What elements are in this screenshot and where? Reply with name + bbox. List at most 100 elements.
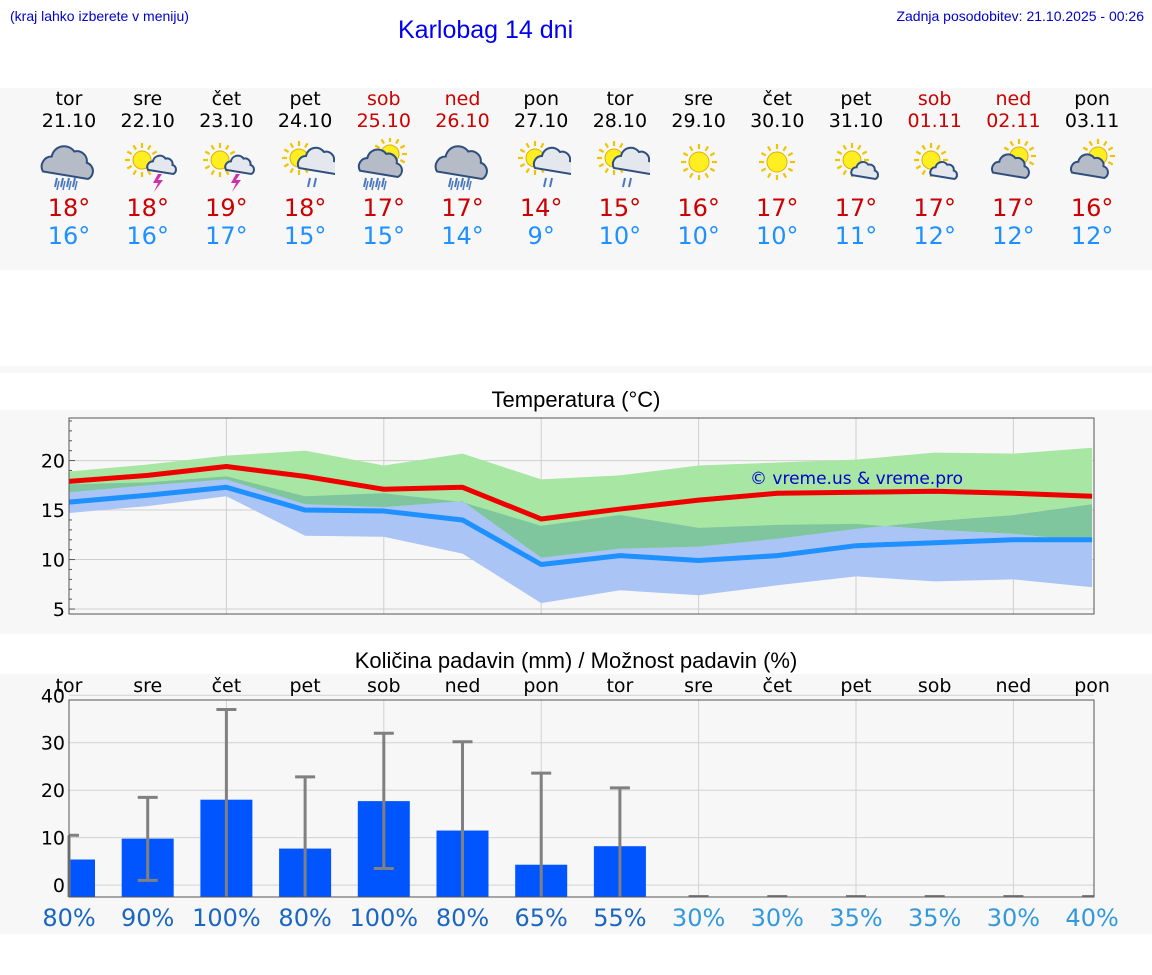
precip-probability: 55% [593, 904, 646, 932]
sun-cloud-rain-icon [596, 141, 650, 188]
temp-y-tick-label: 15 [41, 500, 65, 522]
precip-probability: 80% [42, 904, 95, 932]
precip-probability: 35% [908, 904, 961, 932]
cloud-shape [533, 146, 572, 176]
cloud-rain-icon [40, 145, 94, 191]
min-temp-line [68, 484, 1093, 568]
chart-watermark: © vreme.us & vreme.pro [750, 469, 963, 489]
day-name: pet [289, 88, 321, 110]
temp-max: 18° [47, 194, 91, 222]
precip-probability: 40% [1065, 904, 1118, 932]
precip-y-tick-label: 10 [41, 828, 65, 850]
cloud-shape [224, 154, 256, 176]
rain-shape [447, 177, 472, 191]
temp-max: 17° [441, 194, 484, 222]
sun-thunder-icon [124, 143, 177, 192]
cloud-shape [357, 148, 403, 179]
precip-probability: 30% [987, 904, 1040, 932]
lightning-shape [152, 174, 163, 192]
temp-min: 10° [756, 222, 799, 250]
temperature-chart: 5 10 15 20 © vreme.us & vreme.pro [41, 417, 1095, 621]
cloud-shape [611, 146, 650, 176]
rain-shape [54, 177, 78, 191]
cloud-sun-icon [1070, 139, 1116, 180]
day-date: 21.10 [41, 110, 97, 132]
sun-shape [913, 143, 948, 177]
cloud-shape [929, 160, 958, 181]
day-column: sre 22.10 18° 16° [108, 88, 188, 250]
day-column: sre 29.10 16° 10° [659, 88, 739, 250]
temp-min: 10° [598, 222, 642, 250]
precip-y-tick-label: 20 [41, 780, 65, 802]
day-name: pet [840, 88, 872, 110]
precip-probability: 100% [349, 904, 418, 932]
day-name: sre [133, 88, 163, 110]
precip-day-label: čet [763, 675, 793, 697]
temp-min: 16° [126, 222, 169, 250]
precip-y-tick-label: 40 [41, 685, 65, 707]
day-date: 29.10 [671, 110, 726, 132]
day-name: tor [606, 88, 634, 110]
precip-day-label: čet [212, 675, 242, 697]
precip-bar [69, 859, 95, 897]
daily-forecast-row: tor 21.10 18° 16° sre 22.10 18° 16° čet 23.10 19° 1… [0, 88, 1152, 258]
temp-min: 15° [283, 222, 327, 250]
temp-y-tick-label: 10 [41, 550, 65, 572]
temp-min: 12° [1070, 222, 1114, 250]
day-date: 26.10 [435, 110, 490, 132]
sun-small-cloud-icon [913, 143, 958, 181]
day-date: 31.10 [828, 110, 884, 132]
temp-min: 14° [441, 222, 484, 250]
cloud-shape [40, 145, 94, 181]
sun-small-cloud-icon [835, 143, 879, 181]
day-date: 30.10 [750, 110, 805, 132]
sun-icon [680, 144, 717, 180]
day-date: 27.10 [513, 110, 569, 132]
lightning-shape [231, 174, 242, 192]
day-column: ned 26.10 17° 14° [423, 88, 503, 250]
precip-day-label: sob [367, 675, 401, 697]
temp-max: 19° [205, 194, 248, 222]
cloud-shape [991, 153, 1031, 180]
sun-shape [680, 144, 717, 180]
rain-shape [362, 177, 387, 191]
forecast-band [0, 88, 1152, 270]
precip-probability: 100% [192, 904, 261, 932]
precip-day-label: sob [918, 675, 952, 697]
cloud-shape [146, 154, 177, 176]
cloud-shape [850, 160, 879, 181]
temp-min: 10° [677, 222, 720, 250]
day-name: pon [523, 88, 560, 110]
precip-probability: 80% [436, 904, 489, 932]
day-name: čet [762, 88, 793, 110]
precip-day-label: sre [684, 675, 713, 697]
precip-probability: 35% [829, 904, 882, 932]
precip-day-label: sre [133, 675, 162, 697]
day-name: sre [684, 88, 714, 110]
day-name: sob [367, 88, 401, 110]
precip-day-label: tor [56, 675, 83, 697]
day-name: čet [211, 88, 242, 110]
temp-min: 17° [205, 222, 248, 250]
day-column: čet 30.10 17° 10° [737, 88, 817, 250]
temp-max: 17° [362, 194, 406, 222]
precip-day-label: pon [523, 675, 559, 697]
day-date: 02.11 [986, 110, 1041, 132]
temp-y-tick-label: 20 [41, 451, 65, 473]
temp-max: 17° [834, 194, 878, 222]
day-column: tor 21.10 18° 16° [29, 88, 109, 250]
day-date: 23.10 [199, 110, 254, 132]
location-note[interactable]: (kraj lahko izberete v meniju) [10, 8, 189, 24]
precip-day-label: tor [606, 675, 633, 697]
temp-max: 14° [519, 194, 563, 222]
rain-shape [543, 177, 554, 188]
temperature-band [0, 366, 1152, 373]
precip-day-label: ned [996, 675, 1032, 697]
precip-day-label: pet [840, 675, 871, 697]
temp-min: 11° [834, 222, 878, 250]
cloud-shape [434, 145, 488, 181]
rain-shape [621, 177, 632, 188]
day-column: sob 01.11 17° 12° [895, 88, 975, 250]
temp-min: 12° [992, 222, 1035, 250]
temp-max: 18° [126, 194, 169, 222]
